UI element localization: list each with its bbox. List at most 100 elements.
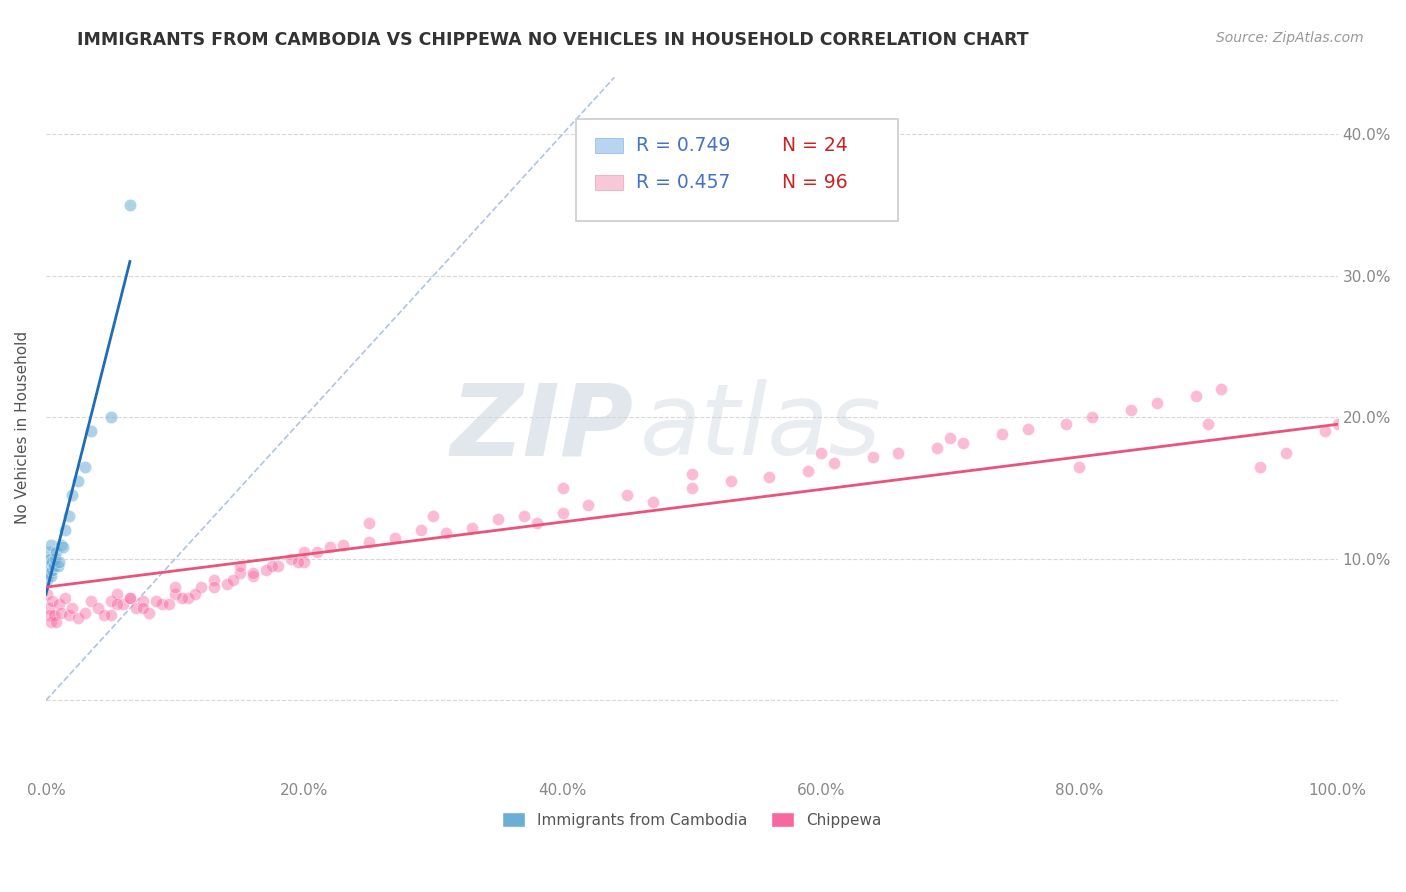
Point [202,580,225,594]
Point [1198,417,1220,432]
Point [38,566,60,580]
Text: atlas: atlas [640,379,882,476]
Point [307,545,329,559]
Text: R = 0.749: R = 0.749 [637,136,731,155]
Point [641,495,664,509]
Point [1081,410,1104,425]
Point [165,587,187,601]
Point [810,445,832,459]
Point [38,558,60,573]
Point [228,566,250,580]
Point [551,507,574,521]
Text: N = 96: N = 96 [782,173,848,192]
Point [86,601,108,615]
Point [170,591,193,606]
Point [165,580,187,594]
Point [215,577,238,591]
Point [242,566,264,580]
Point [60,488,83,502]
Point [60,601,83,615]
Point [254,563,277,577]
Point [100,594,122,608]
Point [267,558,290,573]
Point [927,442,949,456]
Point [37,587,59,601]
Point [578,498,600,512]
Point [41,594,63,608]
Point [1119,403,1142,417]
Point [53,591,76,606]
Point [952,435,974,450]
Point [292,545,315,559]
Point [461,521,484,535]
Point [1054,417,1077,432]
Point [422,509,444,524]
Point [991,427,1014,442]
Point [138,606,160,620]
Point [939,432,962,446]
Point [222,573,245,587]
Point [357,516,380,531]
Text: N = 24: N = 24 [782,136,848,155]
Point [118,591,141,606]
Point [42,608,65,623]
Point [39,615,62,630]
FancyBboxPatch shape [595,175,623,190]
Point [42,558,65,573]
Point [73,459,96,474]
Point [38,601,60,615]
Point [132,594,155,608]
Point [46,558,69,573]
Point [100,410,122,425]
Point [53,524,76,538]
Text: ZIP: ZIP [451,379,634,476]
Point [1184,389,1206,403]
Point [1275,445,1298,459]
Point [823,456,845,470]
Point [48,555,70,569]
Point [260,558,283,573]
Point [720,474,742,488]
Point [52,541,75,555]
Point [67,474,90,488]
Point [37,573,59,587]
Point [357,534,380,549]
Point [1249,459,1271,474]
Point [38,608,60,623]
Legend: Immigrants from Cambodia, Chippewa: Immigrants from Cambodia, Chippewa [496,805,887,834]
Text: R = 0.457: R = 0.457 [637,173,731,192]
Text: IMMIGRANTS FROM CAMBODIA VS CHIPPEWA NO VEHICLES IN HOUSEHOLD CORRELATION CHART: IMMIGRANTS FROM CAMBODIA VS CHIPPEWA NO … [77,31,1029,49]
Point [41,555,63,569]
Point [513,509,536,524]
Point [681,481,703,495]
Point [150,597,173,611]
Point [1069,459,1091,474]
Point [112,597,135,611]
Point [551,481,574,495]
Point [132,601,155,615]
Point [526,516,548,531]
Y-axis label: No Vehicles in Household: No Vehicles in Household [15,331,30,524]
Point [332,538,354,552]
Point [1211,382,1233,396]
Point [887,445,910,459]
Point [125,601,148,615]
Point [797,464,820,478]
Point [58,608,80,623]
Point [105,597,128,611]
Point [41,563,63,577]
Point [51,606,73,620]
Text: Source: ZipAtlas.com: Source: ZipAtlas.com [1216,31,1364,45]
Point [1313,425,1336,439]
Point [616,488,638,502]
Point [287,555,309,569]
FancyBboxPatch shape [575,120,898,221]
Point [190,580,212,594]
FancyBboxPatch shape [595,137,623,153]
Point [80,594,103,608]
Point [177,591,200,606]
Point [39,568,62,582]
Point [48,597,70,611]
Point [105,587,128,601]
Point [100,608,122,623]
